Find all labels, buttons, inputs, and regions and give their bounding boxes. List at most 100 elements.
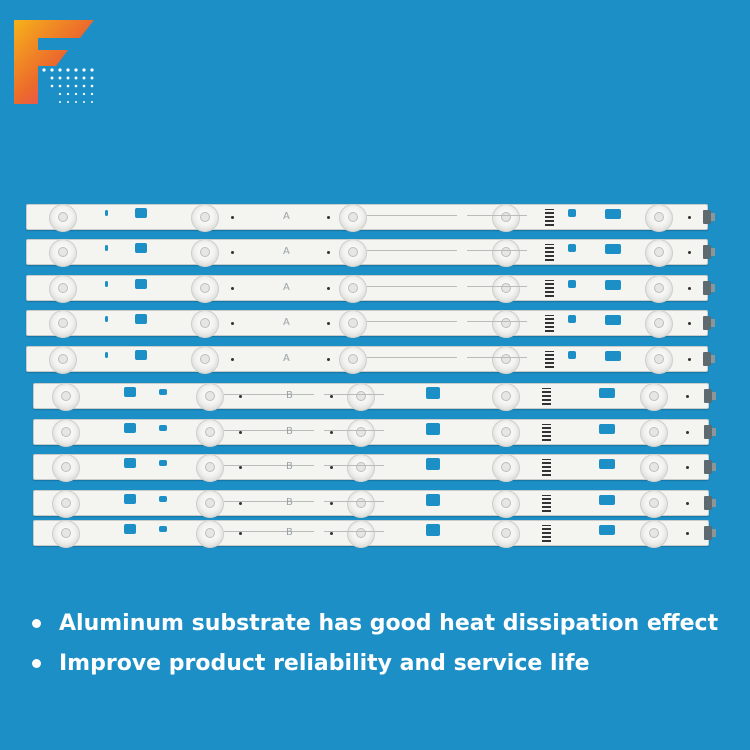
- logo-dot: [66, 92, 70, 96]
- logo-dots: [42, 68, 94, 103]
- led-lens: [492, 239, 520, 267]
- marker-dot: [330, 466, 333, 469]
- marker-dot: [327, 322, 330, 325]
- led-lens: [347, 454, 375, 482]
- led-lens: [196, 454, 224, 482]
- qr-code-icon: [542, 459, 551, 476]
- connector-icon: [703, 352, 715, 366]
- led-lens: [52, 454, 80, 482]
- led-lens: [49, 239, 77, 267]
- marker-dot: [330, 431, 333, 434]
- solder-pad: [159, 496, 167, 502]
- pcb-print: [467, 215, 527, 216]
- logo-dot: [82, 84, 86, 88]
- solder-pad: [605, 244, 621, 254]
- qr-code-icon: [545, 280, 554, 297]
- led-lens: [492, 454, 520, 482]
- led-lens: [492, 520, 520, 548]
- marker-dot: [688, 287, 691, 290]
- logo-dot: [74, 92, 78, 96]
- led-lens: [640, 383, 668, 411]
- led-strip: A: [26, 204, 715, 232]
- logo-dot: [90, 84, 94, 88]
- solder-pad: [105, 352, 108, 358]
- pcb-print: [224, 394, 314, 395]
- strip-label: A: [283, 211, 290, 222]
- solder-pad: [105, 210, 108, 216]
- solder-pad: [605, 280, 621, 290]
- pcb-print: [324, 394, 384, 395]
- logo-dot: [82, 92, 86, 96]
- marker-dot: [239, 431, 242, 434]
- led-lens: [640, 419, 668, 447]
- led-lens: [339, 204, 367, 232]
- solder-pad: [605, 351, 621, 361]
- strip-label: B: [286, 461, 293, 472]
- solder-pad: [599, 388, 615, 398]
- led-lens: [339, 239, 367, 267]
- solder-pad: [599, 495, 615, 505]
- led-lens: [347, 383, 375, 411]
- strip-label: B: [286, 390, 293, 401]
- led-lens: [492, 275, 520, 303]
- led-lens: [492, 310, 520, 338]
- connector-icon: [703, 316, 715, 330]
- led-lens: [347, 419, 375, 447]
- marker-dot: [686, 502, 689, 505]
- marker-dot: [686, 431, 689, 434]
- pcb-print: [367, 250, 457, 251]
- logo-dot: [66, 84, 70, 88]
- led-lens: [640, 490, 668, 518]
- solder-pad: [105, 245, 108, 251]
- led-lens: [196, 383, 224, 411]
- solder-pad: [568, 244, 576, 252]
- logo-dot: [59, 101, 61, 103]
- led-lens: [49, 310, 77, 338]
- marker-dot: [239, 532, 242, 535]
- pcb-print: [324, 430, 384, 431]
- strip-label: A: [283, 353, 290, 364]
- solder-pad: [426, 423, 440, 435]
- led-lens: [492, 490, 520, 518]
- connector-icon: [704, 496, 716, 510]
- pcb-print: [467, 321, 527, 322]
- strip-label: A: [283, 317, 290, 328]
- led-lens: [645, 239, 673, 267]
- solder-pad: [599, 459, 615, 469]
- led-lens: [492, 204, 520, 232]
- led-lens: [196, 490, 224, 518]
- bullet-icon: [32, 619, 41, 628]
- logo-dot: [58, 76, 62, 80]
- marker-dot: [688, 216, 691, 219]
- led-lens: [52, 520, 80, 548]
- connector-icon: [703, 210, 715, 224]
- qr-code-icon: [542, 495, 551, 512]
- qr-code-icon: [542, 388, 551, 405]
- pcb-print: [224, 430, 314, 431]
- solder-pad: [599, 424, 615, 434]
- logo-dot: [90, 76, 94, 80]
- logo-dot: [82, 68, 86, 72]
- led-strip: A: [26, 346, 715, 374]
- pcb-print: [224, 531, 314, 532]
- led-strip: B: [33, 383, 716, 411]
- qr-code-icon: [542, 424, 551, 441]
- marker-dot: [327, 287, 330, 290]
- led-lens: [49, 346, 77, 374]
- connector-icon: [704, 460, 716, 474]
- marker-dot: [330, 395, 333, 398]
- pcb-print: [367, 321, 457, 322]
- led-lens: [645, 275, 673, 303]
- led-strip: B: [33, 520, 716, 548]
- pcb-print: [224, 501, 314, 502]
- solder-pad: [105, 316, 108, 322]
- marker-dot: [688, 358, 691, 361]
- pcb-print: [467, 357, 527, 358]
- led-lens: [640, 520, 668, 548]
- qr-code-icon: [545, 315, 554, 332]
- led-lens: [339, 346, 367, 374]
- pcb-print: [224, 465, 314, 466]
- logo-dot: [66, 76, 70, 80]
- brand-logo: [14, 20, 94, 104]
- logo-dot: [74, 84, 78, 88]
